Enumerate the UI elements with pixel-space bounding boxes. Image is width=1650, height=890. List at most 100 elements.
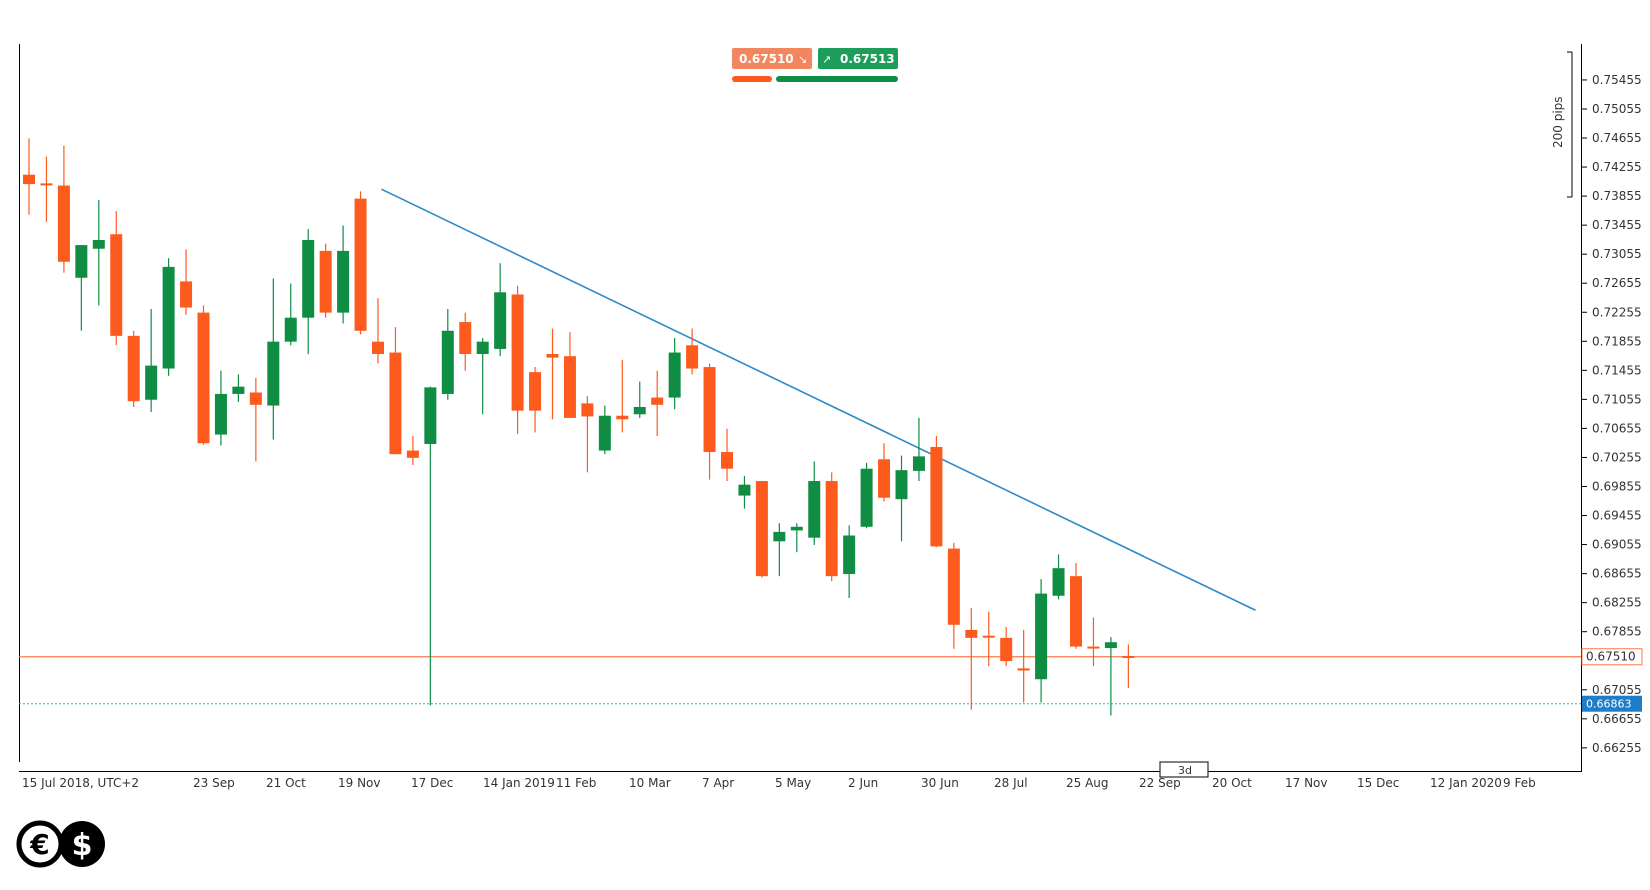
euro-symbol: €	[29, 828, 49, 861]
support-price-tag	[1582, 695, 1642, 712]
time-tick-label: 17 Nov	[1285, 776, 1328, 790]
ask-pill[interactable]	[818, 48, 898, 69]
time-tick-label: 20 Oct	[1212, 776, 1252, 790]
price-tick-label: 0.71855	[1592, 334, 1642, 348]
period-tag[interactable]: 3d	[1159, 761, 1209, 778]
candle[interactable]	[267, 278, 280, 440]
candle[interactable]	[529, 367, 542, 433]
candle[interactable]	[651, 370, 664, 437]
candle[interactable]	[319, 243, 332, 318]
bid-arrow-icon: ↘	[798, 53, 807, 66]
candle-body	[232, 386, 245, 394]
candle[interactable]	[127, 330, 140, 407]
candle[interactable]	[57, 145, 70, 273]
candle[interactable]	[860, 462, 873, 529]
candle[interactable]	[912, 417, 925, 482]
candle[interactable]	[406, 436, 419, 466]
time-tick-label: 10 Mar	[629, 776, 671, 790]
candle[interactable]	[40, 156, 53, 222]
candle[interactable]	[162, 258, 175, 376]
candle[interactable]	[372, 298, 384, 364]
candle-body	[319, 250, 332, 313]
bid-pill[interactable]	[732, 48, 812, 69]
bid-ask-panel[interactable]: 0.67510 ↘ ↗ 0.67513	[732, 48, 898, 82]
candle[interactable]	[738, 475, 751, 509]
candle[interactable]	[249, 377, 262, 462]
candle[interactable]	[598, 405, 611, 455]
candle[interactable]	[808, 461, 821, 545]
candle[interactable]	[947, 542, 960, 649]
candle[interactable]	[686, 328, 699, 375]
candle[interactable]	[1087, 617, 1100, 667]
candle[interactable]	[110, 210, 123, 346]
candle[interactable]	[825, 472, 838, 582]
candle[interactable]	[92, 200, 105, 306]
candle[interactable]	[616, 359, 629, 433]
candle[interactable]	[476, 338, 489, 415]
time-tick-label: 9 Feb	[1503, 776, 1536, 790]
price-tick-label: 0.66255	[1592, 741, 1642, 755]
candle[interactable]	[790, 523, 803, 553]
candle[interactable]	[930, 436, 943, 548]
time-tick-label: 14 Jan 2019	[483, 776, 555, 790]
candle[interactable]	[1017, 629, 1030, 703]
candle[interactable]	[581, 396, 594, 473]
time-tick-label: 5 May	[775, 776, 811, 790]
candle-body	[790, 526, 803, 531]
candle[interactable]	[668, 338, 681, 410]
candle[interactable]	[1122, 644, 1135, 688]
candle-body	[476, 341, 489, 355]
candles-layer	[23, 138, 1135, 716]
candle[interactable]	[633, 381, 646, 418]
candle[interactable]	[337, 225, 350, 324]
candle[interactable]	[1035, 579, 1048, 703]
candle[interactable]	[145, 308, 158, 413]
price-tick-label: 0.75455	[1592, 73, 1642, 87]
candle[interactable]	[721, 428, 733, 482]
candle-body	[755, 481, 768, 577]
price-tick-label: 0.67055	[1592, 683, 1642, 697]
horizontal-levels: 0.67510 0.66863	[19, 648, 1643, 712]
candle-body	[738, 484, 751, 496]
time-tick-label: 17 Dec	[411, 776, 453, 790]
candle[interactable]	[441, 308, 454, 400]
candle[interactable]	[494, 263, 507, 357]
candle[interactable]	[895, 455, 908, 542]
candle[interactable]	[965, 608, 978, 710]
candle[interactable]	[302, 229, 315, 355]
candle[interactable]	[214, 370, 227, 446]
time-tick-label: 19 Nov	[338, 776, 381, 790]
candle[interactable]	[755, 481, 768, 578]
candle[interactable]	[982, 611, 995, 667]
candle[interactable]	[878, 443, 891, 502]
candle[interactable]	[546, 328, 559, 420]
candle[interactable]	[773, 523, 786, 577]
candle-body	[406, 450, 419, 458]
candle[interactable]	[197, 305, 210, 445]
candle[interactable]	[1104, 637, 1117, 716]
candle[interactable]	[511, 285, 524, 434]
candle[interactable]	[1070, 563, 1082, 649]
candle[interactable]	[23, 138, 35, 215]
price-tick-label: 0.69455	[1592, 509, 1642, 523]
candle[interactable]	[459, 312, 472, 371]
candle[interactable]	[389, 327, 402, 455]
candle[interactable]	[232, 374, 245, 402]
candle-body	[1122, 656, 1135, 659]
timezone-label: 15 Jul 2018, UTC+2	[22, 776, 139, 790]
candle[interactable]	[180, 249, 193, 315]
candle[interactable]	[1052, 554, 1065, 600]
trendline[interactable]	[381, 188, 1256, 612]
candle[interactable]	[354, 191, 367, 335]
candle-body	[23, 174, 35, 185]
candle[interactable]	[424, 386, 437, 706]
trendline-layer	[381, 188, 1256, 612]
candle[interactable]	[563, 332, 576, 418]
candle[interactable]	[703, 363, 716, 480]
candle[interactable]	[1000, 626, 1013, 667]
ask-volume-bar	[776, 76, 898, 82]
candle[interactable]	[843, 525, 856, 598]
candle[interactable]	[284, 283, 297, 346]
price-tick-label: 0.69055	[1592, 538, 1642, 552]
candle[interactable]	[75, 245, 88, 331]
